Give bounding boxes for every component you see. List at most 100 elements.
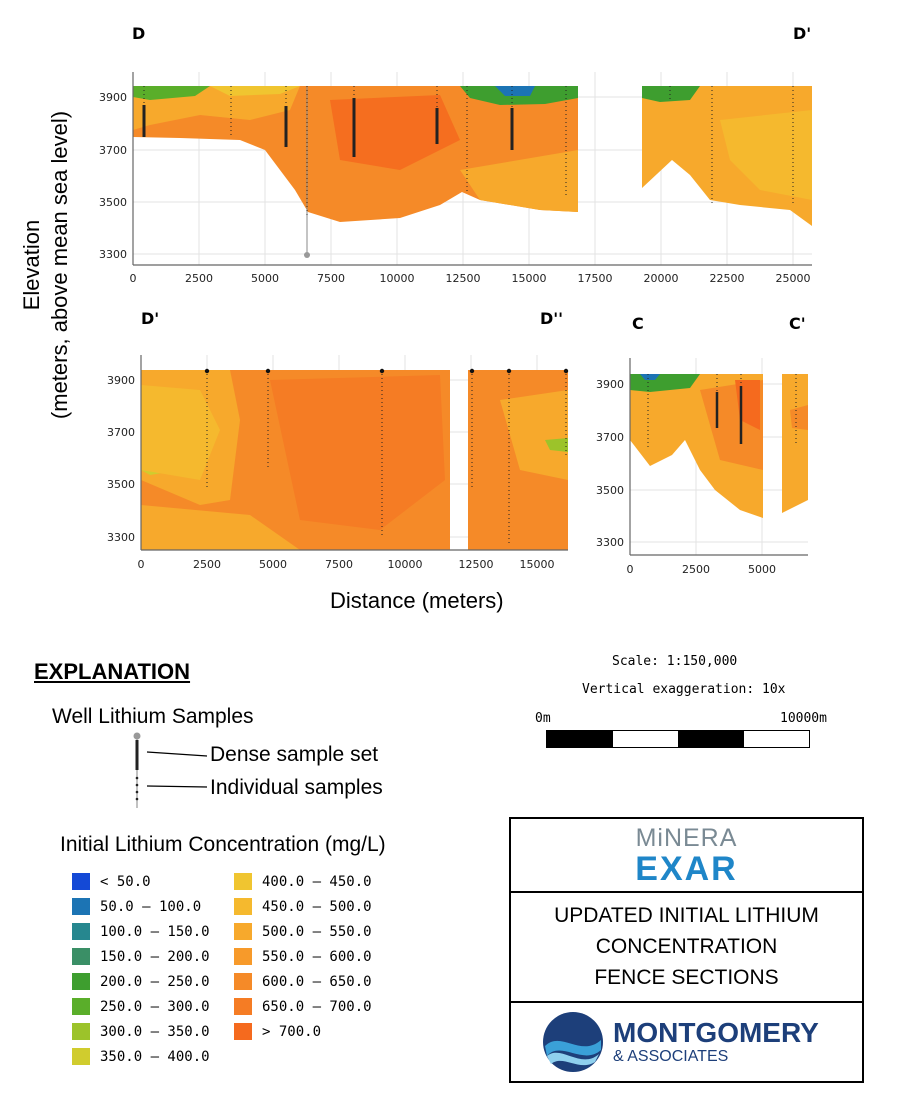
logo-minera-text: MiNERA bbox=[635, 824, 738, 852]
well-symbol-icon bbox=[133, 732, 208, 808]
top-y-tick-3700: 3700 bbox=[99, 144, 127, 157]
legend-item: > 700.0 bbox=[234, 1019, 372, 1044]
bl-y-tick-3700: 3700 bbox=[107, 426, 135, 439]
section-label-d-prime-2: D' bbox=[141, 309, 160, 328]
legend-item: 100.0 – 150.0 bbox=[72, 919, 210, 944]
legend-item: 50.0 – 100.0 bbox=[72, 894, 210, 919]
top-section-yellow-right bbox=[720, 110, 812, 200]
montgomery-name-text: MONTGOMERY bbox=[613, 1017, 819, 1048]
section-label-d: D bbox=[132, 24, 146, 43]
vertical-exaggeration-text: Vertical exaggeration: 10x bbox=[582, 682, 786, 697]
title-text-block: UPDATED INITIAL LITHIUM CONCENTRATION FE… bbox=[511, 893, 862, 1003]
legend-item: < 50.0 bbox=[72, 869, 210, 894]
legend-label: 100.0 – 150.0 bbox=[100, 923, 210, 940]
legend-label: 450.0 – 500.0 bbox=[262, 898, 372, 915]
legend-swatch bbox=[72, 1048, 90, 1065]
top-section-green-right bbox=[642, 86, 700, 102]
legend-column-2: 400.0 – 450.0 450.0 – 500.0 500.0 – 550.… bbox=[234, 869, 372, 1044]
bl-section-dark-core bbox=[270, 375, 445, 530]
legend-item: 650.0 – 700.0 bbox=[234, 994, 372, 1019]
title-line-2: CONCENTRATION bbox=[595, 935, 778, 958]
montgomery-globe-icon bbox=[543, 1012, 603, 1072]
individual-samples-label: Individual samples bbox=[210, 776, 383, 799]
title-block: MiNERA EXAR UPDATED INITIAL LITHIUM CONC… bbox=[509, 817, 864, 1083]
legend-label: 300.0 – 350.0 bbox=[100, 1023, 210, 1040]
legend-swatch bbox=[234, 973, 252, 990]
bl-x-tick: 0 bbox=[138, 558, 145, 571]
top-x-tick: 15000 bbox=[512, 272, 547, 285]
bl-x-tick: 12500 bbox=[459, 558, 494, 571]
legend-item: 400.0 – 450.0 bbox=[234, 869, 372, 894]
top-x-tick: 20000 bbox=[644, 272, 679, 285]
top-wells bbox=[142, 86, 794, 255]
top-x-tick: 0 bbox=[130, 272, 137, 285]
bl-section-green-spot bbox=[545, 438, 568, 452]
legend-label: 550.0 – 600.0 bbox=[262, 948, 372, 965]
legend-label: 600.0 – 650.0 bbox=[262, 973, 372, 990]
legend-swatch bbox=[72, 923, 90, 940]
fence-section-c: 3900 3700 3500 3300 0 2500 5000 bbox=[596, 358, 808, 575]
top-x-tick: 17500 bbox=[578, 272, 613, 285]
section-label-d-double-prime: D'' bbox=[540, 309, 564, 328]
scale-bar-end-label: 10000m bbox=[780, 711, 827, 726]
br-x-tick: 2500 bbox=[682, 563, 710, 575]
top-x-tick: 10000 bbox=[380, 272, 415, 285]
fence-section-d: 3900 3700 3500 3300 0 2500 5000 7500 100… bbox=[99, 72, 812, 285]
scale-text: Scale: 1:150,000 bbox=[612, 654, 738, 669]
br-section-body-right bbox=[782, 374, 808, 513]
montgomery-logo: MONTGOMERY & ASSOCIATES bbox=[511, 1003, 862, 1081]
top-x-tick: 25000 bbox=[776, 272, 811, 285]
top-y-tick-3500: 3500 bbox=[99, 196, 127, 209]
legend-column-1: < 50.0 50.0 – 100.0 100.0 – 150.0 150.0 … bbox=[72, 869, 210, 1069]
scale-bar bbox=[546, 730, 810, 748]
br-x-tick: 5000 bbox=[748, 563, 776, 575]
concentration-legend-title: Initial Lithium Concentration (mg/L) bbox=[60, 833, 386, 856]
legend-swatch bbox=[234, 873, 252, 890]
top-x-tick: 5000 bbox=[251, 272, 279, 285]
br-x-tick: 0 bbox=[627, 563, 634, 575]
br-y-tick-3300: 3300 bbox=[596, 536, 624, 549]
br-y-tick-3500: 3500 bbox=[596, 484, 624, 497]
bl-x-tick: 10000 bbox=[388, 558, 423, 571]
br-wells bbox=[647, 374, 797, 450]
bl-x-tick: 15000 bbox=[520, 558, 555, 571]
legend-item: 350.0 – 400.0 bbox=[72, 1044, 210, 1069]
legend-item: 500.0 – 550.0 bbox=[234, 919, 372, 944]
legend-swatch bbox=[72, 973, 90, 990]
br-y-tick-3700: 3700 bbox=[596, 431, 624, 444]
title-line-3: FENCE SECTIONS bbox=[594, 966, 779, 989]
top-section-dark-core bbox=[330, 95, 460, 170]
legend-swatch bbox=[234, 923, 252, 940]
section-label-c-prime: C' bbox=[789, 314, 806, 333]
title-line-1: UPDATED INITIAL LITHIUM bbox=[554, 904, 819, 927]
bl-section-lighter-right bbox=[500, 390, 568, 480]
legend-swatch bbox=[72, 873, 90, 890]
legend-label: < 50.0 bbox=[100, 873, 151, 890]
legend-item: 250.0 – 300.0 bbox=[72, 994, 210, 1019]
top-section-yellow-band-left bbox=[210, 86, 300, 96]
legend-item: 550.0 – 600.0 bbox=[234, 944, 372, 969]
legend-label: > 700.0 bbox=[262, 1023, 322, 1040]
bl-section-yellow-band bbox=[141, 385, 220, 480]
montgomery-associates-text: & ASSOCIATES bbox=[613, 1048, 729, 1065]
top-x-tick: 7500 bbox=[317, 272, 345, 285]
top-x-tick: 12500 bbox=[446, 272, 481, 285]
legend-item: 300.0 – 350.0 bbox=[72, 1019, 210, 1044]
top-section-lighter-lower bbox=[460, 150, 578, 212]
section-label-c: C bbox=[632, 314, 644, 333]
legend-item: 150.0 – 200.0 bbox=[72, 944, 210, 969]
legend-label: 650.0 – 700.0 bbox=[262, 998, 372, 1015]
legend-label: 250.0 – 300.0 bbox=[100, 998, 210, 1015]
br-section-dark-right bbox=[790, 405, 808, 430]
bl-wells bbox=[206, 370, 567, 545]
top-section-blue-spot bbox=[495, 86, 535, 96]
legend-label: 350.0 – 400.0 bbox=[100, 1048, 210, 1065]
legend-swatch bbox=[234, 898, 252, 915]
legend-item: 450.0 – 500.0 bbox=[234, 894, 372, 919]
br-y-tick-3900: 3900 bbox=[596, 378, 624, 391]
legend-label: 50.0 – 100.0 bbox=[100, 898, 202, 915]
legend-label: 200.0 – 250.0 bbox=[100, 973, 210, 990]
legend-label: 150.0 – 200.0 bbox=[100, 948, 210, 965]
bl-x-tick: 5000 bbox=[259, 558, 287, 571]
legend-item: 600.0 – 650.0 bbox=[234, 969, 372, 994]
